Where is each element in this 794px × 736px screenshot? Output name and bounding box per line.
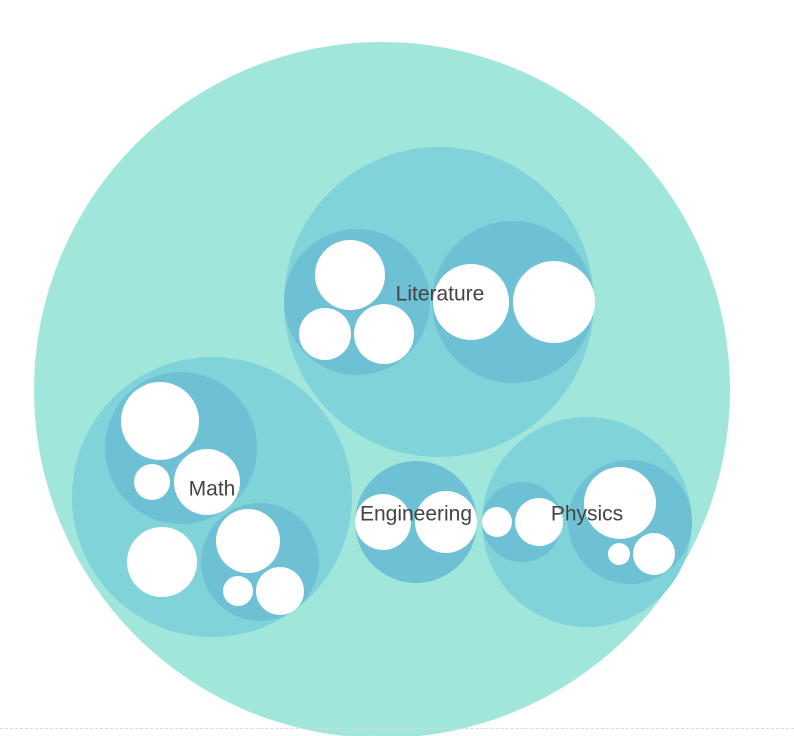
physics-leaf[interactable]: [515, 498, 563, 546]
math-leaf[interactable]: [223, 576, 253, 606]
math-leaf[interactable]: [174, 449, 240, 515]
physics-label: Physics: [551, 503, 623, 526]
math-leaf[interactable]: [216, 509, 280, 573]
engineering-label: Engineering: [360, 503, 472, 526]
physics-leaf[interactable]: [584, 467, 656, 539]
engineering-leaf[interactable]: [415, 491, 477, 553]
physics-leaf[interactable]: [482, 507, 512, 537]
literature-leaf[interactable]: [513, 261, 595, 343]
category-literature: [284, 147, 595, 457]
engineering-leaf[interactable]: [355, 494, 411, 550]
physics-leaf[interactable]: [608, 543, 630, 565]
category-math: [72, 357, 352, 637]
physics-leaf[interactable]: [633, 533, 675, 575]
literature-leaf[interactable]: [299, 308, 351, 360]
math-leaf[interactable]: [127, 527, 197, 597]
category-engineering: [355, 461, 477, 583]
math-leaf[interactable]: [256, 567, 304, 615]
math-leaf[interactable]: [134, 464, 170, 500]
literature-label: Literature: [396, 283, 485, 306]
category-physics: [482, 417, 692, 627]
math-leaf[interactable]: [121, 382, 199, 460]
literature-leaf[interactable]: [433, 264, 509, 340]
literature-leaf[interactable]: [315, 240, 385, 310]
literature-leaf[interactable]: [354, 304, 414, 364]
math-label: Math: [189, 478, 236, 501]
bottom-divider: [0, 728, 794, 729]
